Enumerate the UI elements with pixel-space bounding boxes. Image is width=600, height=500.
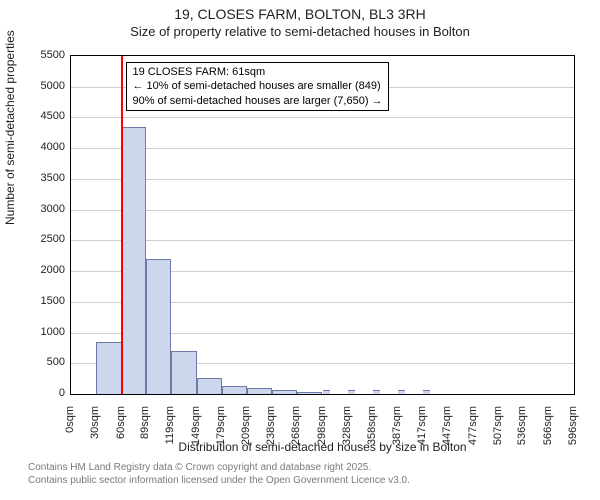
marker-line xyxy=(121,56,123,394)
x-tick-label: 0sqm xyxy=(64,406,76,456)
histogram-bar xyxy=(297,392,322,394)
annotation-line: 90% of semi-detached houses are larger (… xyxy=(132,94,382,108)
histogram-bar xyxy=(398,390,405,394)
histogram-bar xyxy=(222,386,247,394)
x-tick-label: 566sqm xyxy=(542,406,554,456)
histogram-bar xyxy=(323,390,330,394)
histogram-bar xyxy=(197,378,222,394)
title-block: 19, CLOSES FARM, BOLTON, BL3 3RH Size of… xyxy=(0,0,600,40)
x-tick-label: 179sqm xyxy=(215,406,227,456)
y-tick-label: 3500 xyxy=(5,172,65,184)
histogram-bar xyxy=(146,259,171,395)
footer-line-1: Contains HM Land Registry data © Crown c… xyxy=(28,462,410,475)
x-tick-label: 268sqm xyxy=(290,406,302,456)
y-tick-label: 1500 xyxy=(5,295,65,307)
y-tick-label: 5500 xyxy=(5,49,65,61)
chart-container: 19, CLOSES FARM, BOLTON, BL3 3RH Size of… xyxy=(0,0,600,500)
histogram-bar xyxy=(423,390,430,394)
x-tick-label: 30sqm xyxy=(89,406,101,456)
x-tick-label: 149sqm xyxy=(190,406,202,456)
x-tick-label: 596sqm xyxy=(567,406,579,456)
annotation-box: 19 CLOSES FARM: 61sqm← 10% of semi-detac… xyxy=(126,62,388,111)
gridline xyxy=(71,148,574,149)
annotation-line: ← 10% of semi-detached houses are smalle… xyxy=(132,79,382,93)
x-tick-label: 387sqm xyxy=(391,406,403,456)
y-tick-label: 3000 xyxy=(5,203,65,215)
x-tick-label: 447sqm xyxy=(441,406,453,456)
y-tick-label: 1000 xyxy=(5,326,65,338)
x-tick-label: 507sqm xyxy=(492,406,504,456)
histogram-bar xyxy=(272,390,297,394)
histogram-bar xyxy=(373,390,380,394)
histogram-bar xyxy=(247,388,271,394)
x-tick-label: 417sqm xyxy=(416,406,428,456)
y-tick-label: 4500 xyxy=(5,110,65,122)
gridline xyxy=(71,240,574,241)
y-tick-label: 2500 xyxy=(5,233,65,245)
histogram-bar xyxy=(348,390,355,394)
y-tick-label: 2000 xyxy=(5,264,65,276)
title-line-2: Size of property relative to semi-detach… xyxy=(0,24,600,40)
x-tick-label: 209sqm xyxy=(240,406,252,456)
histogram-bar xyxy=(171,351,196,394)
annotation-line: 19 CLOSES FARM: 61sqm xyxy=(132,65,382,79)
histogram-bar xyxy=(96,342,121,394)
x-tick-label: 119sqm xyxy=(164,406,176,456)
footer-line-2: Contains public sector information licen… xyxy=(28,475,410,488)
x-tick-label: 238sqm xyxy=(265,406,277,456)
x-tick-label: 536sqm xyxy=(516,406,528,456)
title-line-1: 19, CLOSES FARM, BOLTON, BL3 3RH xyxy=(0,6,600,24)
x-tick-label: 89sqm xyxy=(139,406,151,456)
gridline xyxy=(71,179,574,180)
gridline xyxy=(71,117,574,118)
histogram-bar xyxy=(122,127,146,394)
x-tick-label: 358sqm xyxy=(366,406,378,456)
y-tick-label: 0 xyxy=(5,387,65,399)
y-tick-label: 5000 xyxy=(5,80,65,92)
x-tick-label: 60sqm xyxy=(115,406,127,456)
x-tick-label: 477sqm xyxy=(467,406,479,456)
y-tick-label: 4000 xyxy=(5,141,65,153)
gridline xyxy=(71,210,574,211)
footer-attribution: Contains HM Land Registry data © Crown c… xyxy=(28,462,410,487)
x-tick-label: 328sqm xyxy=(341,406,353,456)
x-tick-label: 298sqm xyxy=(316,406,328,456)
y-tick-label: 500 xyxy=(5,356,65,368)
plot-area: 19 CLOSES FARM: 61sqm← 10% of semi-detac… xyxy=(70,55,575,395)
